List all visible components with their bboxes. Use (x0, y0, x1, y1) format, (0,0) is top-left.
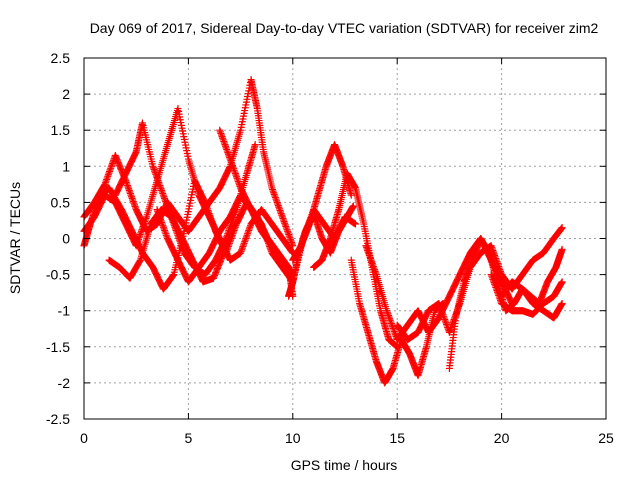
x-tick-label: 25 (598, 430, 614, 446)
y-axis-label: SDTVAR / TECUs (7, 182, 23, 294)
series-group (289, 141, 355, 264)
chart-title: Day 069 of 2017, Sidereal Day-to-day VTE… (90, 20, 599, 36)
series-group (310, 170, 401, 351)
y-tick-label: 0 (62, 231, 70, 247)
y-tick-label: -2.5 (46, 411, 70, 427)
y-tick-label: -1.5 (46, 339, 70, 355)
data-series-markers (80, 76, 566, 387)
y-tick-label: -1 (58, 303, 71, 319)
x-tick-label: 5 (185, 430, 193, 446)
y-tick-label: -2 (58, 375, 71, 391)
x-tick-label: 15 (389, 430, 405, 446)
data-point (349, 202, 357, 210)
series-group (347, 256, 447, 387)
series-group (111, 119, 259, 279)
data-point (347, 191, 355, 199)
y-tick-label: 2 (62, 86, 70, 102)
x-tick-label: 10 (285, 430, 301, 446)
x-tick-label: 0 (80, 430, 88, 446)
y-tick-label: -0.5 (46, 267, 70, 283)
data-point (251, 141, 259, 149)
x-axis-label: GPS time / hours (291, 457, 398, 473)
x-axis-tick-labels: 0 5 10 15 20 25 (80, 430, 614, 446)
y-tick-label: 0.5 (51, 194, 71, 210)
x-tick-label: 20 (494, 430, 510, 446)
y-tick-label: 1 (62, 158, 70, 174)
y-axis-tick-labels: -2.5 -2 -1.5 -1 -0.5 0 0.5 1 1.5 2 2.5 (46, 50, 70, 427)
data-point (351, 220, 359, 228)
grid-lines (84, 58, 606, 419)
data-point (558, 224, 566, 232)
y-tick-label: 1.5 (51, 122, 71, 138)
y-tick-label: 2.5 (51, 50, 71, 66)
